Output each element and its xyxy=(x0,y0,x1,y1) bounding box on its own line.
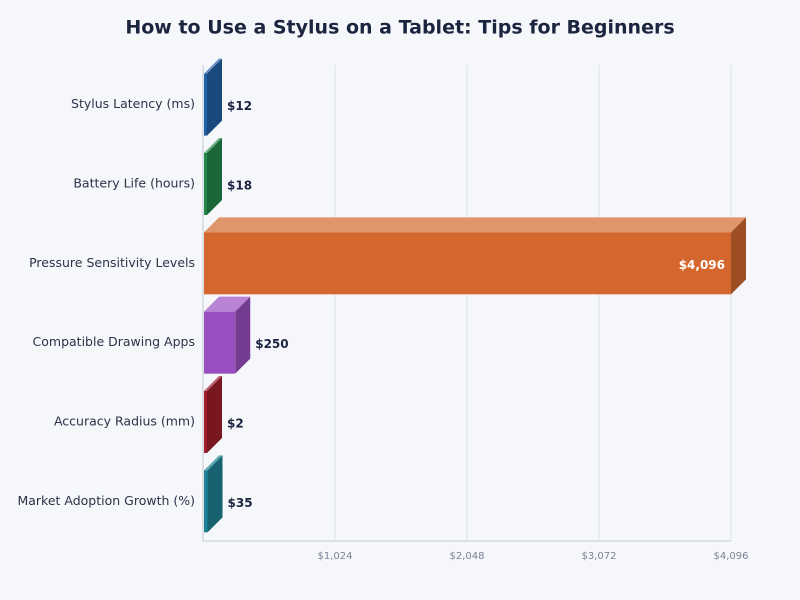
bar xyxy=(204,73,207,136)
bar-side xyxy=(207,138,222,215)
bar xyxy=(204,153,207,215)
value-label: $12 xyxy=(227,99,252,113)
y-tick-label: Stylus Latency (ms) xyxy=(71,96,195,111)
y-tick-label: Accuracy Radius (mm) xyxy=(54,414,195,429)
x-tick-label: $3,072 xyxy=(582,551,617,562)
bar-top xyxy=(204,376,222,391)
bar xyxy=(204,232,731,295)
bar-side xyxy=(731,217,746,295)
bar-side xyxy=(235,296,251,374)
bar xyxy=(204,311,236,374)
bar-top xyxy=(204,296,251,312)
bar-top xyxy=(204,138,222,153)
bar xyxy=(204,391,207,453)
y-tick-label: Battery Life (hours) xyxy=(73,176,195,191)
bar-side xyxy=(207,376,222,453)
value-label: $250 xyxy=(255,337,288,351)
bar-side xyxy=(207,58,222,136)
value-label: $4,096 xyxy=(679,258,725,272)
bar xyxy=(204,470,208,533)
y-tick-label: Pressure Sensitivity Levels xyxy=(29,255,195,270)
bar-top xyxy=(204,58,222,74)
value-label: $35 xyxy=(228,496,253,510)
y-tick-label: Compatible Drawing Apps xyxy=(33,334,195,349)
x-tick-label: $4,096 xyxy=(714,551,749,562)
bar-top xyxy=(204,455,223,471)
value-label: $2 xyxy=(227,417,244,431)
bar-top xyxy=(204,217,746,233)
chart-title: How to Use a Stylus on a Tablet: Tips fo… xyxy=(125,17,674,39)
y-tick-label: Market Adoption Growth (%) xyxy=(17,493,195,508)
value-label: $18 xyxy=(227,179,252,193)
x-tick-label: $1,024 xyxy=(318,551,353,562)
bar-side xyxy=(207,455,223,533)
x-tick-label: $2,048 xyxy=(450,551,485,562)
